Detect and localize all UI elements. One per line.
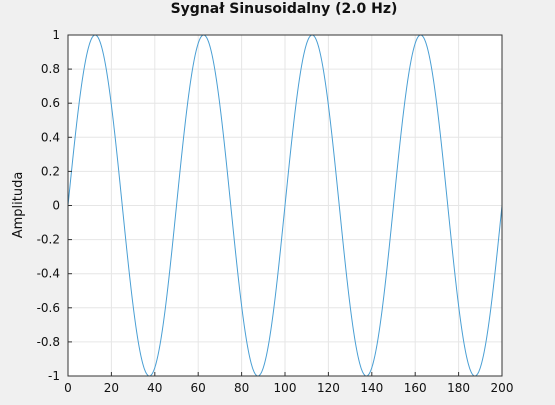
x-tick-label: 60 [191, 381, 206, 395]
chart-title: Sygnał Sinusoidalny (2.0 Hz) [171, 1, 398, 17]
x-tick-label: 20 [104, 381, 119, 395]
y-tick-label: -0.4 [37, 267, 60, 281]
x-tick-label: 180 [447, 381, 470, 395]
series-layer [67, 34, 503, 377]
y-tick-label: -0.6 [37, 301, 60, 315]
x-tick-label: 200 [491, 381, 514, 395]
tick-labels: 0 20 40 60 80 100 120 140 160 180 200 1 0.8 0.6 0.4 0.2… [37, 28, 514, 395]
y-tick-label: 1 [52, 28, 60, 42]
y-tick-label: 0.2 [41, 164, 60, 178]
x-tick-label: 0 [64, 381, 72, 395]
y-tick-label: 0.8 [41, 62, 60, 76]
x-tick-label: 100 [274, 381, 297, 395]
y-tick-label: 0 [52, 199, 60, 213]
y-tick-label: 0.4 [41, 130, 60, 144]
y-axis-label: Amplituda [11, 172, 26, 239]
x-tick-label: 140 [360, 381, 383, 395]
series-line-0 [67, 34, 503, 377]
x-tick-label: 40 [147, 381, 162, 395]
y-tick-label: -0.8 [37, 335, 60, 349]
x-tick-label: 80 [234, 381, 249, 395]
y-tick-label: -0.2 [37, 233, 60, 247]
x-tick-label: 120 [317, 381, 340, 395]
x-tick-label: 160 [404, 381, 427, 395]
y-tick-label: -1 [48, 369, 60, 383]
y-tick-label: 0.6 [41, 96, 60, 110]
